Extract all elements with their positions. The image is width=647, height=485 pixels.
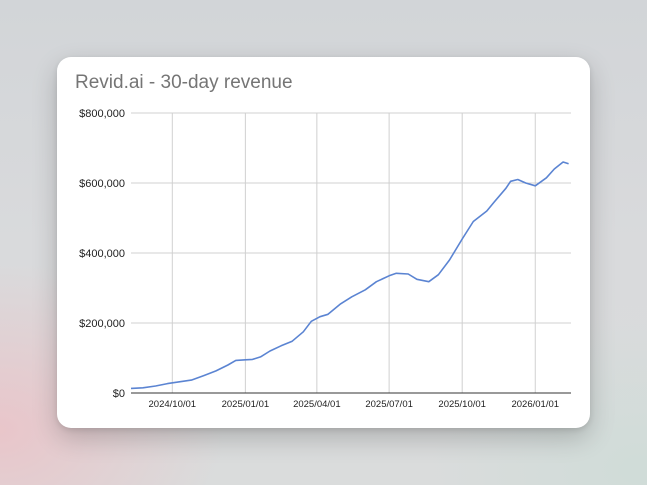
series-line <box>130 161 569 390</box>
line-chart: $0 $200,000 $400,000 $600,000 $800,000 2024/… <box>79 108 571 410</box>
x-tick-label: 2025/10/01 <box>438 399 486 410</box>
y-tick-label: $400,000 <box>79 248 125 260</box>
x-tick-label: 2026/01/01 <box>511 399 559 410</box>
y-tick-label: $0 <box>113 388 125 400</box>
x-tick-label: 2025/01/01 <box>222 399 270 410</box>
y-tick-label: $800,000 <box>79 108 125 120</box>
chart-title: Revid.ai - 30-day revenue <box>75 72 293 93</box>
y-tick-label: $200,000 <box>79 318 125 330</box>
x-tick-label: 2025/04/01 <box>293 399 341 410</box>
x-tick-label: 2024/10/01 <box>149 399 197 410</box>
x-axis-ticks: 2024/10/01 2025/01/01 2025/04/01 2025/07/01… <box>149 399 560 410</box>
series-group <box>130 161 569 390</box>
y-axis-ticks: $0 $200,000 $400,000 $600,000 $800,000 <box>79 108 125 400</box>
y-tick-label: $600,000 <box>79 178 125 190</box>
grid-lines <box>131 112 571 393</box>
x-tick-label: 2025/07/01 <box>365 399 413 410</box>
chart-card: Revid.ai - 30-day revenue $0 $200,000 $400… <box>57 57 590 428</box>
